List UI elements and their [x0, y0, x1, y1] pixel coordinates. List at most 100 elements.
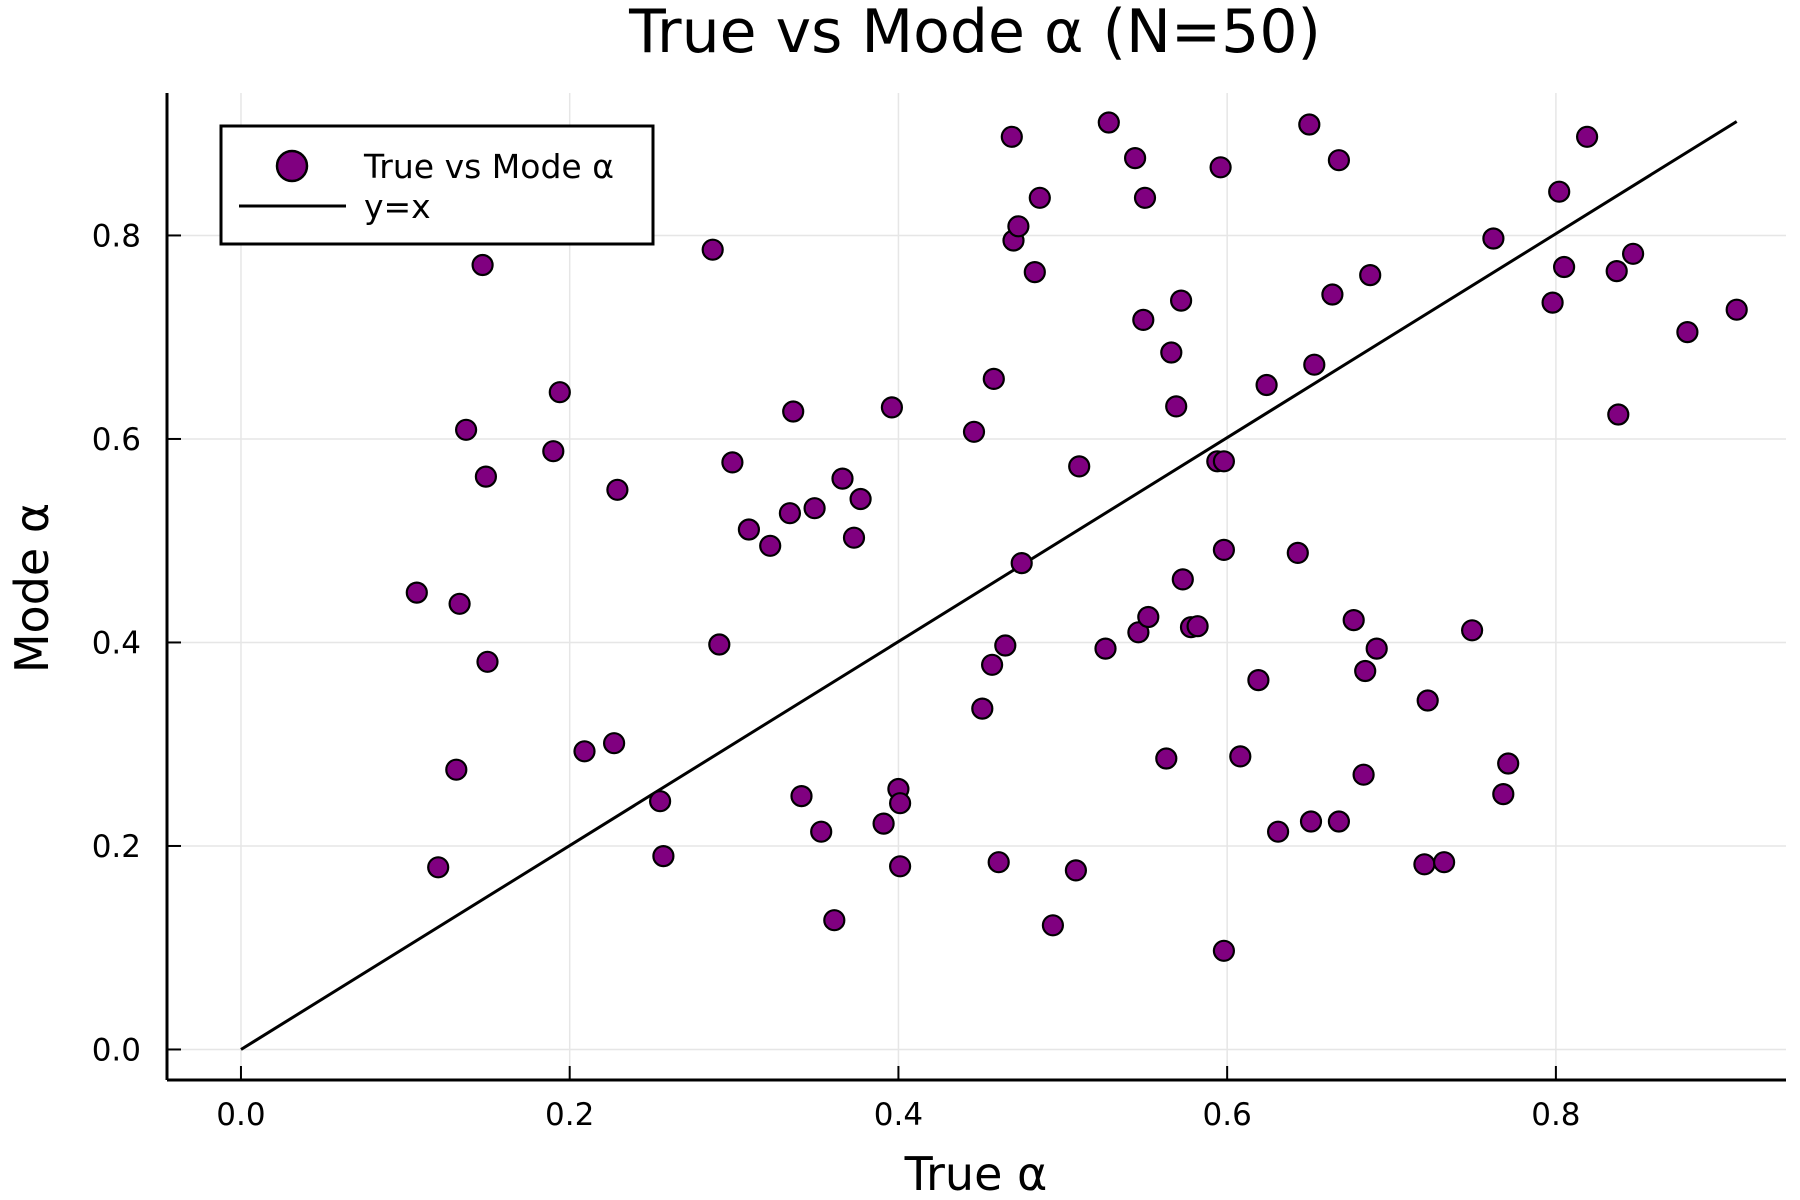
- x-axis-label: True α: [904, 1147, 1048, 1200]
- y-tick-label: 0.8: [92, 218, 141, 254]
- data-point: [1413, 853, 1436, 876]
- data-point: [1266, 820, 1290, 843]
- data-point: [1212, 538, 1236, 562]
- legend-label-line: y=x: [364, 187, 431, 226]
- data-point: [1010, 551, 1033, 575]
- data-point: [455, 418, 478, 441]
- data-point: [476, 650, 499, 673]
- data-point: [1492, 782, 1515, 806]
- data-point: [573, 740, 596, 763]
- data-point: [1541, 291, 1564, 314]
- y-tick-label: 0.2: [92, 829, 141, 865]
- data-point: [1359, 264, 1382, 287]
- data-point: [1097, 111, 1120, 134]
- x-tick-label: 0.0: [216, 1097, 265, 1133]
- data-point: [1247, 668, 1270, 692]
- data-point: [1354, 659, 1377, 683]
- y-tick-label: 0.4: [92, 625, 141, 661]
- data-point: [1007, 215, 1030, 238]
- data-point: [1432, 851, 1456, 874]
- data-point: [1298, 113, 1321, 136]
- data-point: [648, 790, 672, 813]
- data-point: [721, 451, 744, 474]
- legend-marker-scatter: [275, 149, 309, 183]
- data-point: [1133, 186, 1157, 209]
- data-point: [1327, 149, 1351, 172]
- data-point: [778, 502, 802, 525]
- data-point: [1303, 353, 1326, 376]
- data-point: [980, 653, 1004, 676]
- data-point: [1676, 321, 1699, 344]
- y-tick-label: 0.6: [92, 422, 141, 458]
- data-point: [1725, 298, 1748, 321]
- data-point: [1352, 763, 1375, 786]
- data-point: [849, 487, 872, 511]
- data-point: [888, 855, 912, 878]
- data-point: [1460, 619, 1484, 642]
- data-point: [708, 633, 731, 656]
- data-point: [1621, 242, 1645, 265]
- data-point: [1342, 608, 1365, 632]
- x-tick-label: 0.8: [1531, 1097, 1580, 1133]
- data-point: [1299, 810, 1323, 833]
- data-point: [842, 526, 866, 549]
- data-point: [471, 253, 494, 277]
- data-point: [1186, 615, 1209, 638]
- data-point: [971, 697, 994, 720]
- data-point: [1165, 395, 1188, 418]
- data-point: [602, 732, 626, 755]
- data-point: [1255, 373, 1278, 397]
- data-point: [1552, 255, 1576, 279]
- y-tick-label: 0.0: [92, 1032, 141, 1068]
- data-point: [1607, 403, 1630, 426]
- data-point: [1286, 541, 1309, 565]
- data-point: [1169, 289, 1193, 312]
- legend-box: [219, 124, 655, 246]
- y-axis-ticks: 0.0 0.2 0.4 0.6 0.8: [92, 218, 181, 1068]
- data-point: [1127, 621, 1150, 644]
- chart-title: True vs Mode α (N=50): [628, 0, 1321, 67]
- data-point: [803, 497, 826, 520]
- data-point: [1041, 914, 1065, 937]
- data-point: [1497, 752, 1520, 775]
- data-point: [1123, 147, 1147, 170]
- data-point: [445, 758, 468, 781]
- data-point: [427, 856, 450, 879]
- data-point: [548, 381, 571, 404]
- data-point: [823, 909, 846, 932]
- data-point: [1137, 605, 1160, 629]
- data-point: [701, 238, 724, 261]
- data-point: [1132, 308, 1155, 331]
- data-point: [1160, 341, 1183, 364]
- y-axis-label: Mode α: [5, 503, 59, 673]
- data-point: [1209, 156, 1232, 179]
- data-point: [1605, 260, 1628, 283]
- data-point: [606, 478, 629, 501]
- data-point: [1212, 450, 1236, 473]
- data-point: [1000, 125, 1023, 148]
- data-point: [1068, 455, 1091, 478]
- legend-label-scatter: True vs Mode α: [363, 147, 614, 186]
- data-point: [1094, 637, 1117, 660]
- data-point: [982, 367, 1005, 390]
- data-point: [994, 634, 1017, 657]
- data-point: [962, 420, 986, 443]
- data-point: [987, 851, 1010, 874]
- data-point: [1548, 180, 1571, 203]
- data-point: [1171, 568, 1194, 591]
- data-point: [1416, 689, 1439, 712]
- data-point: [810, 820, 833, 843]
- x-tick-label: 0.2: [545, 1097, 594, 1133]
- data-point: [1229, 745, 1252, 768]
- data-point: [782, 400, 805, 423]
- data-point: [790, 784, 813, 808]
- x-tick-label: 0.4: [874, 1097, 923, 1133]
- data-point: [1482, 227, 1505, 250]
- data-point: [1575, 125, 1599, 148]
- data-point: [405, 581, 428, 604]
- data-point: [1155, 747, 1178, 770]
- y-equals-x-line: [240, 120, 1738, 1051]
- data-point: [1023, 261, 1046, 284]
- data-point: [880, 396, 904, 419]
